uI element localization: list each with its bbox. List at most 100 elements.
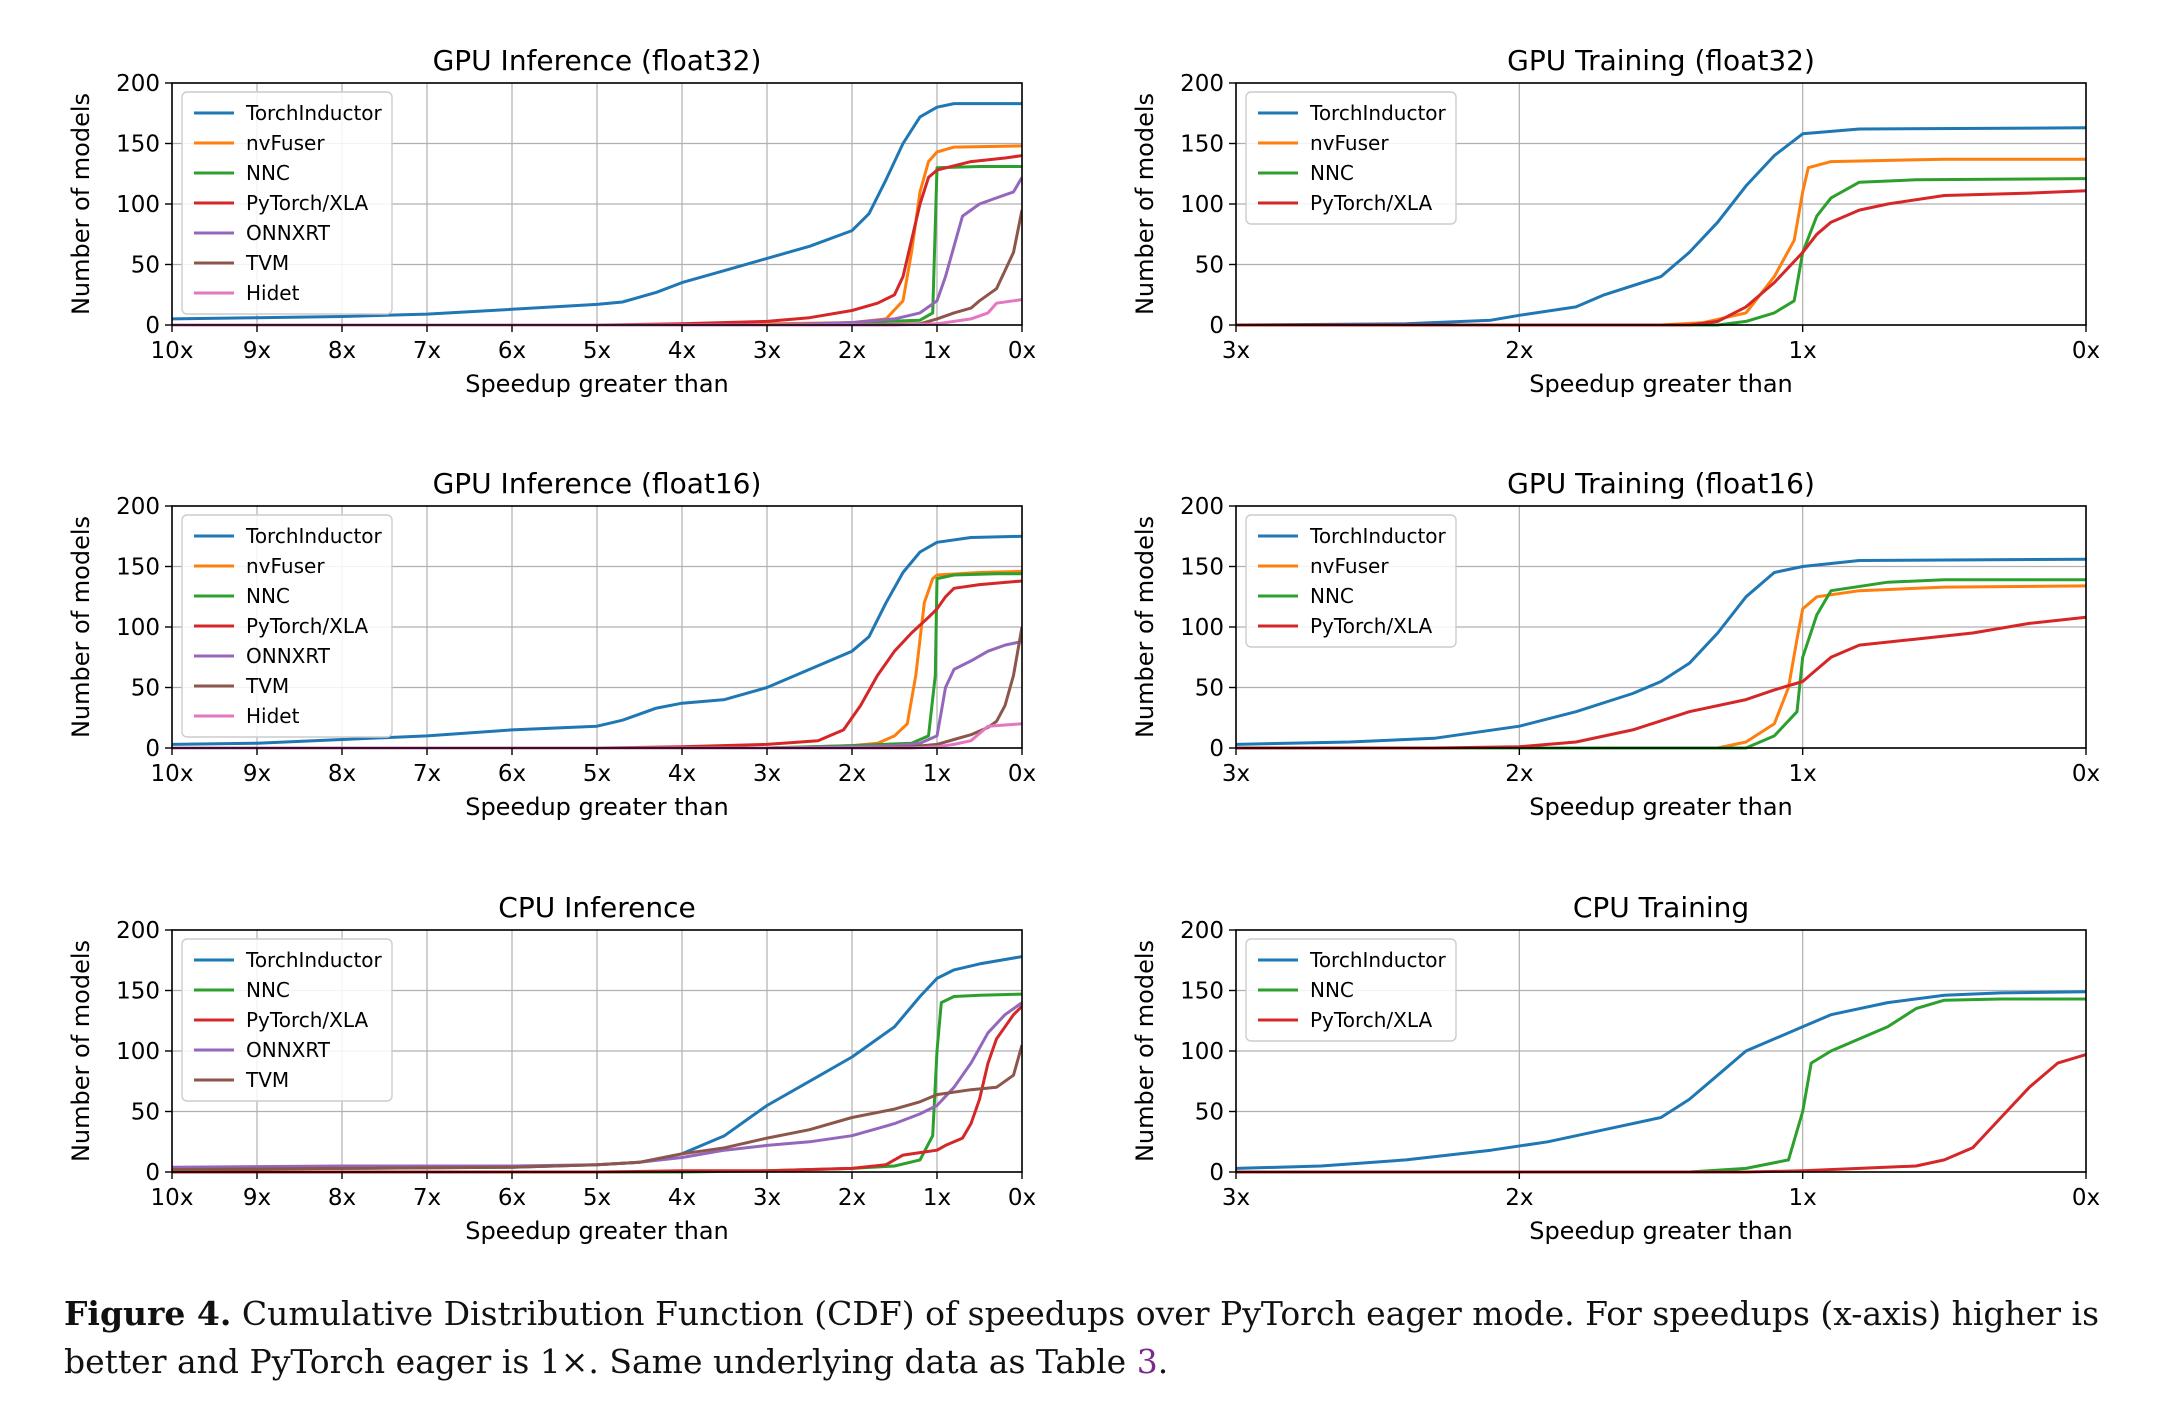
legend-label-torchinductor: TorchInductor	[245, 948, 383, 972]
x-tick-label: 7x	[413, 1185, 441, 1211]
legend-label-torchinductor: TorchInductor	[245, 524, 383, 548]
x-tick-label: 8x	[328, 761, 356, 787]
x-tick-label: 9x	[243, 338, 271, 364]
y-tick-label: 150	[1180, 555, 1224, 581]
caption-table-ref[interactable]: 3	[1136, 1342, 1158, 1381]
chart-title: GPU Inference (float16)	[433, 467, 762, 500]
chart-gpu-training-float16: 3x 2x 1x 0x 0 50 100 150 200 GPU Training (float1…	[1131, 467, 2100, 821]
legend-label-onnxrt: ONNXRT	[246, 221, 331, 245]
series-line-pytorch-xla	[172, 1005, 1022, 1174]
x-tick-label: 1x	[1789, 761, 1817, 787]
x-tick-label: 4x	[668, 338, 696, 364]
x-tick-label: 9x	[243, 1185, 271, 1211]
legend-box	[181, 938, 393, 1102]
x-tick-label: 8x	[328, 1185, 356, 1211]
legend-label-onnxrt: ONNXRT	[246, 1038, 331, 1062]
chart-gpu-training-float32: 3x 2x 1x 0x 0 50 100 150 200 GPU Training (float3…	[1131, 44, 2100, 398]
y-axis-label: Number of models	[1131, 516, 1159, 738]
y-tick-label: 200	[116, 71, 160, 97]
legend-label-tvm: TVM	[245, 674, 289, 698]
legend: TorchInductor nvFuser NNC PyTorch/XLA	[1245, 514, 1457, 648]
y-tick-label: 200	[116, 494, 160, 520]
y-tick-label: 150	[116, 555, 160, 581]
x-tick-label: 1x	[923, 761, 951, 787]
x-tick-label: 3x	[753, 1185, 781, 1211]
figure-4-charts: 10x 9x 8x 7x 6x 5x 4x 3x 2x 1x 0x 0 50 100 150 200 GPU I…	[67, 44, 2100, 1245]
x-tick-label: 7x	[413, 338, 441, 364]
legend-label-pytorch-xla: PyTorch/XLA	[1310, 614, 1432, 638]
x-tick-label: 10x	[151, 761, 194, 787]
legend-label-tvm: TVM	[245, 1068, 289, 1092]
chart-title: GPU Training (float16)	[1507, 467, 1815, 500]
x-tick-label: 3x	[1222, 761, 1250, 787]
legend-label-torchinductor: TorchInductor	[245, 101, 383, 125]
legend-label-pytorch-xla: PyTorch/XLA	[246, 1008, 368, 1032]
legend-label-nvfuser: nvFuser	[1310, 131, 1389, 155]
y-tick-label: 50	[1195, 676, 1224, 702]
chart-title: GPU Inference (float32)	[433, 44, 762, 77]
x-axis-label: Speedup greater than	[1529, 370, 1793, 398]
legend: TorchInductor NNC PyTorch/XLA ONNXRT TVM	[181, 938, 393, 1102]
y-tick-label: 100	[1180, 615, 1224, 641]
x-tick-label: 2x	[838, 761, 866, 787]
y-tick-label: 0	[1209, 1160, 1224, 1186]
legend-box	[181, 91, 393, 315]
legend-label-nnc: NNC	[246, 978, 290, 1002]
legend-label-nnc: NNC	[1310, 978, 1354, 1002]
x-tick-label: 7x	[413, 761, 441, 787]
x-tick-label: 5x	[583, 338, 611, 364]
chart-cpu-training: 3x 2x 1x 0x 0 50 100 150 200 CPU Training Speedup …	[1131, 891, 2100, 1245]
series-line-pytorch-xla	[172, 579, 1022, 750]
figure-caption: Figure 4. Cumulative Distribution Functi…	[64, 1290, 2124, 1386]
x-tick-label: 3x	[753, 338, 781, 364]
y-tick-label: 0	[1209, 736, 1224, 762]
x-tick-label: 9x	[243, 761, 271, 787]
series-line-nnc	[1236, 997, 2086, 1174]
legend-label-pytorch-xla: PyTorch/XLA	[246, 191, 368, 215]
legend-label-nvfuser: nvFuser	[246, 131, 325, 155]
x-tick-label: 1x	[1789, 1185, 1817, 1211]
y-tick-label: 50	[1195, 253, 1224, 279]
legend-label-nnc: NNC	[1310, 584, 1354, 608]
x-tick-label: 3x	[1222, 1185, 1250, 1211]
x-axis-label: Speedup greater than	[465, 793, 729, 821]
series-line-pytorch-xla	[1236, 189, 2086, 327]
x-tick-label: 2x	[1505, 338, 1533, 364]
series-line-nnc	[1236, 578, 2086, 750]
legend-label-hidet: Hidet	[246, 704, 300, 728]
x-tick-label: 10x	[151, 338, 194, 364]
x-tick-label: 6x	[498, 1185, 526, 1211]
y-axis-label: Number of models	[67, 940, 95, 1162]
x-axis-label: Speedup greater than	[1529, 793, 1793, 821]
legend-label-nvfuser: nvFuser	[1310, 554, 1389, 578]
legend-label-hidet: Hidet	[246, 281, 300, 305]
legend-label-torchinductor: TorchInductor	[1309, 524, 1447, 548]
series-line-torchinductor	[1236, 990, 2086, 1170]
legend-label-pytorch-xla: PyTorch/XLA	[1310, 191, 1432, 215]
legend-label-pytorch-xla: PyTorch/XLA	[246, 614, 368, 638]
y-tick-label: 0	[145, 736, 160, 762]
x-axis-label: Speedup greater than	[1529, 1217, 1793, 1245]
x-tick-label: 1x	[1789, 338, 1817, 364]
chart-cpu-inference: 10x 9x 8x 7x 6x 5x 4x 3x 2x 1x 0x 0 50 100 150 200 CPU I…	[67, 891, 1036, 1245]
series-line-torchinductor	[172, 102, 1022, 321]
series-line-onnxrt	[172, 176, 1022, 327]
y-tick-label: 50	[131, 253, 160, 279]
legend: TorchInductor nvFuser NNC PyTorch/XLA ONNXRT…	[181, 514, 393, 738]
legend-box	[181, 514, 393, 738]
chart-title: CPU Training	[1573, 891, 1749, 924]
y-tick-label: 150	[1180, 979, 1224, 1005]
y-tick-label: 0	[145, 313, 160, 339]
legend-label-nnc: NNC	[1310, 161, 1354, 185]
y-axis-label: Number of models	[67, 516, 95, 738]
x-tick-label: 0x	[1008, 761, 1036, 787]
series-line-pytorch-xla	[1236, 1053, 2086, 1174]
legend-label-pytorch-xla: PyTorch/XLA	[1310, 1008, 1432, 1032]
x-tick-label: 4x	[668, 761, 696, 787]
chart-title: CPU Inference	[498, 891, 695, 924]
y-tick-label: 50	[131, 676, 160, 702]
y-tick-label: 100	[1180, 192, 1224, 218]
caption-label: Figure 4.	[64, 1294, 232, 1333]
legend-box	[1245, 938, 1457, 1042]
x-tick-label: 5x	[583, 1185, 611, 1211]
